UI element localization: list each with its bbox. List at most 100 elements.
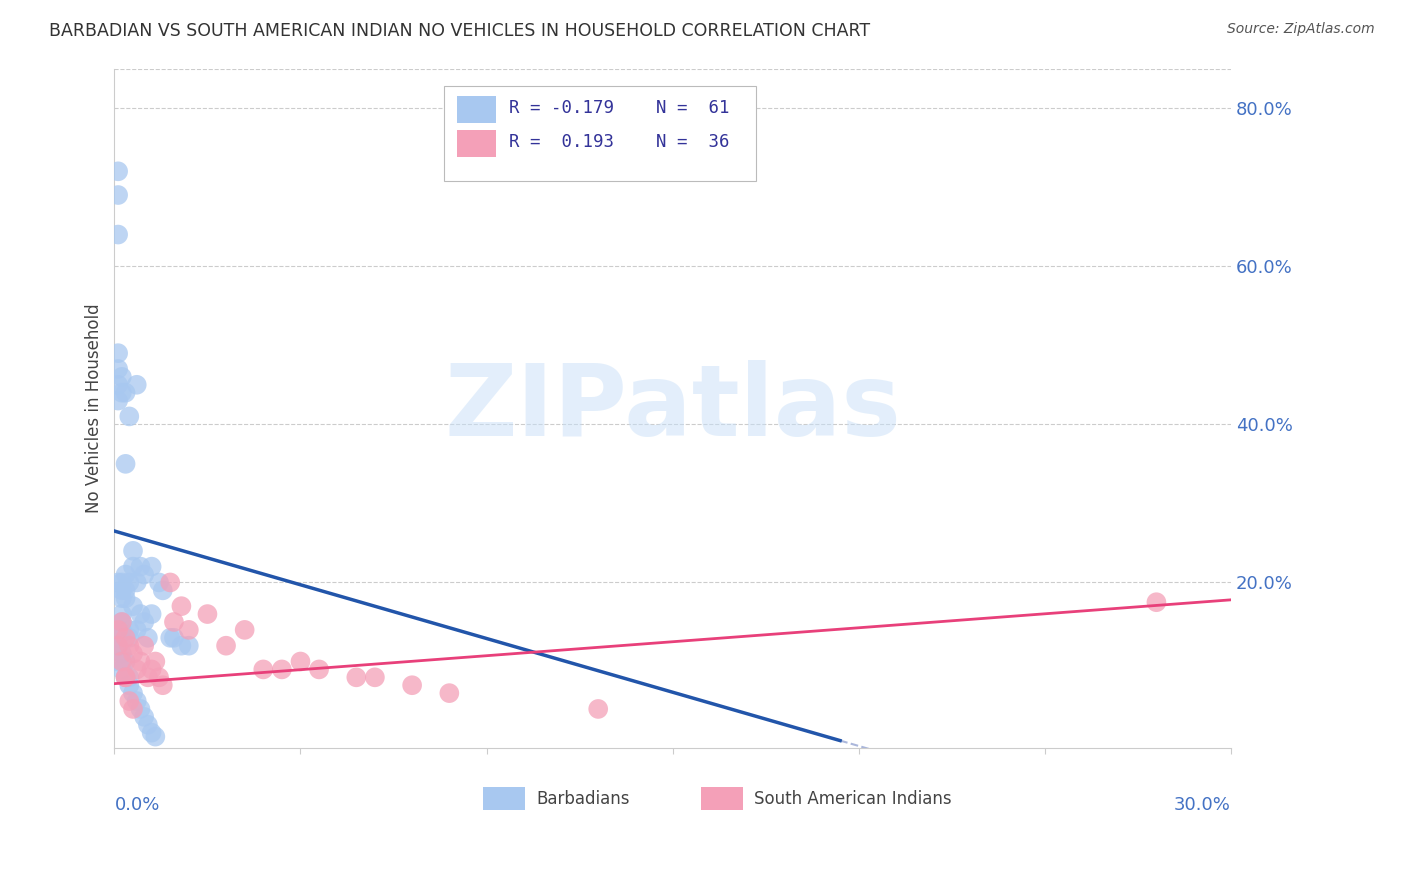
Text: Barbadians: Barbadians <box>537 790 630 808</box>
Point <box>170 599 193 614</box>
Point <box>107 575 129 590</box>
Text: South American Indians: South American Indians <box>754 790 952 808</box>
Point <box>107 623 129 637</box>
Text: ZIPatlas: ZIPatlas <box>444 360 901 457</box>
Point <box>125 377 148 392</box>
Point <box>233 623 256 637</box>
Text: 30.0%: 30.0% <box>1174 796 1230 814</box>
Point <box>270 662 292 676</box>
Point <box>114 631 136 645</box>
Point <box>439 686 461 700</box>
Point <box>252 662 274 676</box>
Point <box>125 623 148 637</box>
Point <box>122 647 145 661</box>
Point <box>152 583 174 598</box>
Point <box>118 623 141 637</box>
Point <box>122 559 145 574</box>
Point <box>122 686 145 700</box>
Point <box>152 678 174 692</box>
Point <box>111 615 134 629</box>
Point <box>143 655 166 669</box>
Point <box>107 655 129 669</box>
Point <box>290 655 312 669</box>
Point <box>118 670 141 684</box>
Y-axis label: No Vehicles in Household: No Vehicles in Household <box>86 303 103 513</box>
Point <box>107 393 129 408</box>
Point <box>148 575 170 590</box>
Point <box>364 670 387 684</box>
Point <box>118 694 141 708</box>
Point <box>159 575 181 590</box>
Point <box>114 583 136 598</box>
Point <box>134 567 156 582</box>
Point <box>129 607 152 621</box>
Point <box>141 725 163 739</box>
Point <box>344 670 367 684</box>
Point <box>111 575 134 590</box>
Point <box>197 607 219 621</box>
Point <box>163 631 186 645</box>
Point <box>177 639 200 653</box>
Point <box>136 631 159 645</box>
Point <box>586 702 609 716</box>
Point <box>107 377 129 392</box>
Point <box>107 164 129 178</box>
Point <box>143 730 166 744</box>
Text: R = -0.179    N =  61: R = -0.179 N = 61 <box>509 99 730 117</box>
Point <box>134 639 156 653</box>
Point <box>114 670 136 684</box>
Point <box>107 639 129 653</box>
Text: R =  0.193    N =  36: R = 0.193 N = 36 <box>509 133 730 151</box>
Bar <box>457 95 496 123</box>
Point <box>111 647 134 661</box>
Point <box>129 655 152 669</box>
Point <box>118 639 141 653</box>
Point <box>177 623 200 637</box>
Point <box>136 718 159 732</box>
Point <box>114 567 136 582</box>
Point <box>141 662 163 676</box>
Point <box>125 575 148 590</box>
Point <box>129 559 152 574</box>
Point <box>159 631 181 645</box>
Point <box>114 670 136 684</box>
Point <box>111 623 134 637</box>
Point <box>122 544 145 558</box>
Point <box>107 639 129 653</box>
FancyBboxPatch shape <box>444 86 756 181</box>
Point <box>111 385 134 400</box>
Point <box>111 591 134 606</box>
Point <box>129 702 152 716</box>
Point <box>114 385 136 400</box>
Point <box>107 631 129 645</box>
Point <box>111 370 134 384</box>
Point <box>141 559 163 574</box>
Text: Source: ZipAtlas.com: Source: ZipAtlas.com <box>1227 22 1375 37</box>
Point <box>163 615 186 629</box>
Point <box>148 670 170 684</box>
Bar <box>482 788 526 810</box>
Point <box>134 710 156 724</box>
Point <box>125 694 148 708</box>
Point <box>114 655 136 669</box>
Point <box>107 346 129 360</box>
Point <box>111 662 134 676</box>
Point <box>111 615 134 629</box>
Point <box>134 615 156 629</box>
Point <box>114 591 136 606</box>
Text: BARBADIAN VS SOUTH AMERICAN INDIAN NO VEHICLES IN HOUSEHOLD CORRELATION CHART: BARBADIAN VS SOUTH AMERICAN INDIAN NO VE… <box>49 22 870 40</box>
Point <box>170 639 193 653</box>
Point <box>107 362 129 376</box>
Text: 0.0%: 0.0% <box>114 796 160 814</box>
Point <box>118 678 141 692</box>
Point <box>107 227 129 242</box>
Point <box>118 631 141 645</box>
Point <box>122 599 145 614</box>
Point <box>401 678 423 692</box>
Point <box>118 409 141 424</box>
Point <box>136 670 159 684</box>
Point <box>1144 595 1167 609</box>
Point <box>111 655 134 669</box>
Point <box>107 188 129 202</box>
Point <box>141 607 163 621</box>
